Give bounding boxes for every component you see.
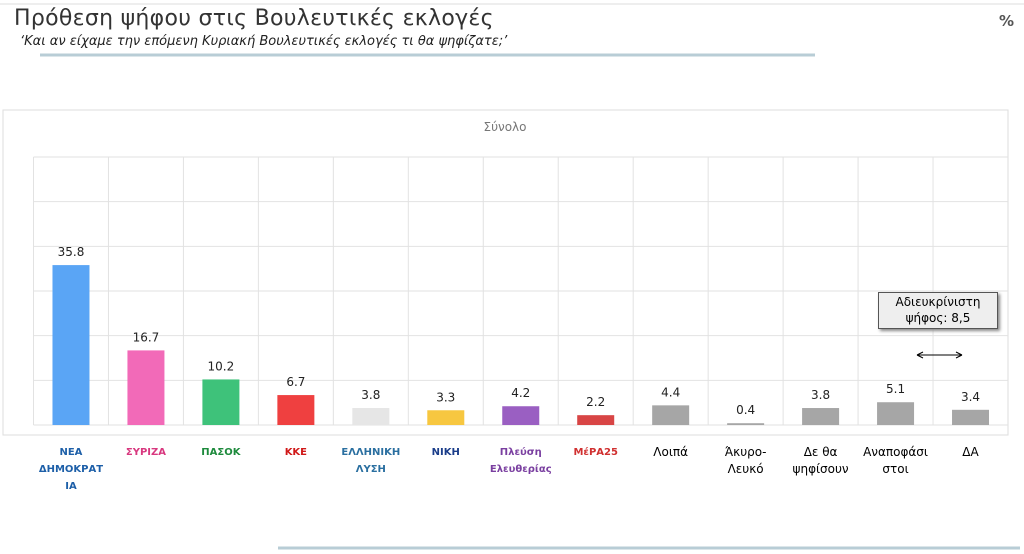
x-tick-label: ΔΑ [962,445,979,459]
bar [502,406,540,425]
bar [127,350,165,425]
x-tick-label: ΠΑΣΟΚ [201,447,241,458]
x-tick-label: Άκυρο-Λευκό [724,445,767,476]
bar [877,402,915,425]
x-tick-label: ΚΚΕ [284,447,308,458]
value-label: 6.7 [286,375,305,389]
subtitle: ‘Και αν είχαμε την επόμενη Κυριακή Βουλε… [20,34,508,49]
bar [952,409,990,425]
arrow-heads [916,351,963,359]
bar [52,265,90,425]
value-label: 35.8 [58,245,85,259]
value-label: 3.8 [811,388,830,402]
x-tick-label: Πλεύση Ελευθερίας [489,447,552,475]
x-tick-label: ΣΥΡΙΖΑ [125,447,166,458]
value-label: 4.4 [661,385,680,399]
x-tick-label: ΜέΡΑ25 [573,447,618,458]
value-label: 5.1 [886,382,905,396]
bar [577,415,615,425]
bar [277,395,315,425]
value-label: 0.4 [736,403,755,417]
value-label: 2.2 [586,395,605,409]
x-tick-label: Λοιπά [653,445,689,459]
value-label: 3.8 [361,388,380,402]
value-label: 4.2 [511,386,530,400]
bar [202,379,240,425]
bar [352,408,390,425]
plot: 35.8 16.7 10.2 6.7 3.8 3.3 4.2 2.2 4.4 0.4 3.8 5.1 3… [33,156,1008,426]
x-tick-label: ΝΕΑ ΔΗΜΟΚΡΑΤΙΑ [38,447,104,492]
value-label: 3.3 [436,390,455,404]
value-label: 16.7 [133,330,160,344]
value-label: 3.4 [961,390,980,404]
value-label: 10.2 [208,359,235,373]
bar [727,423,765,425]
bar [802,408,840,425]
panel-title: Σύνολο [483,120,526,134]
x-tick-label: Αναποφάσιστοι [863,445,928,476]
annotation: Αδιευκρίνιστη ψήφος: 8,5 [878,292,998,329]
unit: % [998,12,1014,30]
x-tick-label: ΝΙΚΗ [431,447,460,458]
bar [427,410,465,425]
bar [652,405,690,425]
x-tick-label: ΕΛΛΗΝΙΚΗ ΛΥΣΗ [341,447,401,475]
title: Πρόθεση ψήφου στις Βουλευτικές εκλογές [14,6,494,31]
x-tick-label: Δε θα ψηφίσουν [792,445,849,476]
